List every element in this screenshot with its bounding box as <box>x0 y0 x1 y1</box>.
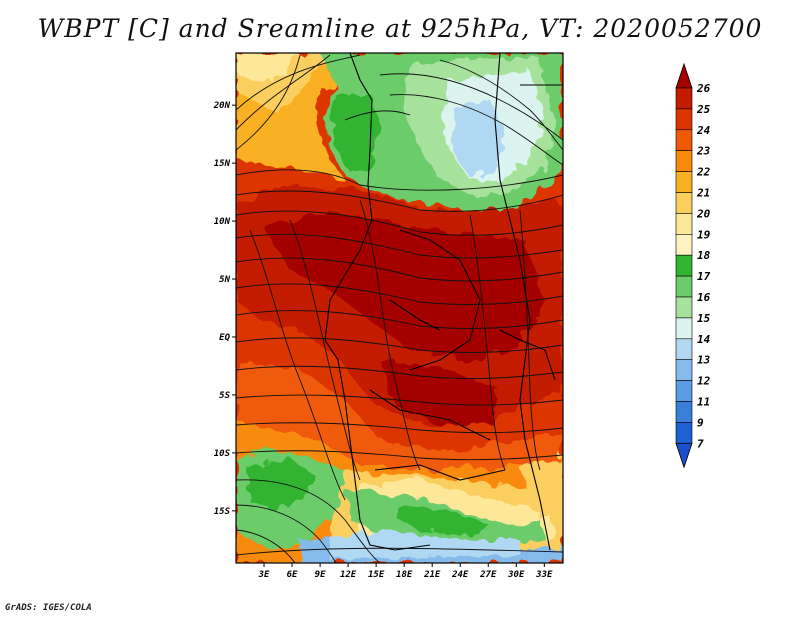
lat-label: 15S <box>214 507 231 517</box>
latitude-axis: 20N 15N 10N 5N EQ 5S 10S 15S <box>213 101 236 517</box>
lon-label: 33E <box>535 570 553 580</box>
colorbar-label: 24 <box>696 124 711 137</box>
colorbar-label: 12 <box>697 375 711 388</box>
colorbar-swatch <box>675 422 693 444</box>
colorbar-swatch <box>675 275 693 298</box>
colorbar-swatch <box>675 338 693 360</box>
colorbar-label: 22 <box>696 166 711 179</box>
lon-label: 9E <box>315 570 326 580</box>
colorbar-swatch <box>675 401 693 423</box>
lon-label: 15E <box>368 570 385 580</box>
colorbar-swatch <box>675 87 693 110</box>
colorbar-label: 16 <box>697 291 711 304</box>
lon-label: 27E <box>479 570 497 580</box>
credit-text: GrADS: IGES/COLA <box>5 603 92 613</box>
lat-label: 5N <box>219 275 230 285</box>
colorbar: 26 25 24 23 22 21 20 19 18 17 16 15 14 13 12 11 9 7 <box>675 62 711 469</box>
colorbar-swatch <box>675 192 693 214</box>
chart-title: WBPT [C] and Sreamline at 925hPa, VT: 20… <box>37 14 763 43</box>
colorbar-label: 17 <box>697 270 711 283</box>
colorbar-label: 26 <box>696 82 711 95</box>
colorbar-swatch <box>675 150 693 172</box>
colorbar-label: 25 <box>696 103 711 116</box>
streamlines <box>236 54 563 563</box>
lat-label: EQ <box>219 333 230 343</box>
colorbar-swatch <box>675 213 693 235</box>
lat-label: 10S <box>214 449 231 459</box>
colorbar-label: 11 <box>697 396 710 409</box>
colorbar-label: 9 <box>697 416 704 429</box>
colorbar-label: 18 <box>697 249 711 262</box>
colorbar-swatch <box>675 296 693 319</box>
colorbar-swatch <box>675 234 693 256</box>
colorbar-lower-arrow <box>675 442 693 469</box>
colorbar-label: 23 <box>696 145 711 158</box>
colorbar-swatch <box>675 171 693 193</box>
colorbar-swatch <box>675 129 693 152</box>
lon-label: 18E <box>396 570 413 580</box>
lat-label: 5S <box>219 391 230 401</box>
map-frame <box>235 52 564 564</box>
lon-label: 30E <box>507 570 525 580</box>
colorbar-label: 7 <box>697 437 704 450</box>
colorbar-swatch <box>675 380 693 402</box>
longitude-axis: 3E 6E 9E 12E 15E 18E 21E 24E 27E 30E 33E <box>258 563 553 580</box>
lon-label: 12E <box>340 570 357 580</box>
wbpt-field <box>236 53 563 563</box>
colorbar-label: 19 <box>697 228 711 241</box>
colorbar-label: 14 <box>697 333 711 346</box>
lon-label: 21E <box>423 570 441 580</box>
coastlines <box>324 53 563 551</box>
lon-label: 6E <box>287 570 298 580</box>
lat-label: 15N <box>214 159 231 169</box>
colorbar-label: 13 <box>697 354 711 367</box>
lon-label: 3E <box>258 570 270 580</box>
colorbar-label: 20 <box>696 207 711 220</box>
lat-label: 10N <box>214 217 231 227</box>
colorbar-swatch <box>675 359 693 381</box>
colorbar-swatch <box>675 108 693 131</box>
colorbar-swatch <box>675 317 693 340</box>
colorbar-upper-arrow <box>675 62 693 89</box>
lon-label: 24E <box>451 570 469 580</box>
colorbar-label: 21 <box>696 187 710 200</box>
lat-label: 20N <box>213 101 231 111</box>
colorbar-label: 15 <box>697 312 711 325</box>
colorbar-swatch <box>675 254 693 277</box>
